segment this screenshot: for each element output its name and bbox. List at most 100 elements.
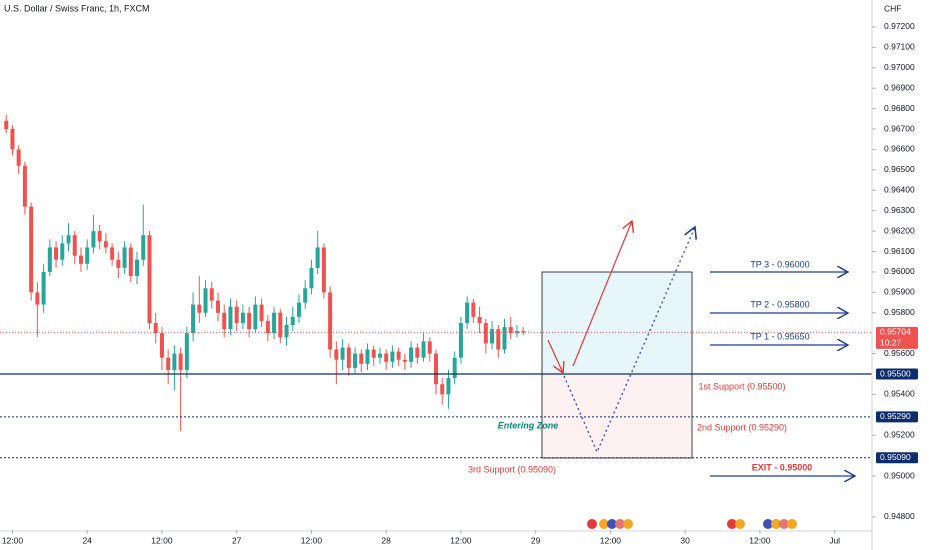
candle-body <box>353 353 358 368</box>
y-tick-label: 0.95800 <box>884 307 915 317</box>
candle-body <box>247 312 252 330</box>
y-tick-label: 0.95900 <box>884 287 915 297</box>
annotation: 1st Support (0.95500) <box>698 381 785 391</box>
candle-body <box>321 247 326 293</box>
plot <box>0 114 872 459</box>
x-tick-label: 12:00 <box>600 535 622 545</box>
x-tick-label: 12:00 <box>2 535 24 545</box>
y-tick-label: 0.96600 <box>884 144 915 154</box>
candle-body <box>365 349 370 364</box>
candle-body <box>278 312 283 338</box>
price-tag-label: 0.95500 <box>880 368 911 378</box>
x-tick-label: 27 <box>232 535 242 545</box>
price-tag-label: 0.95090 <box>880 452 911 462</box>
candle-body <box>178 353 183 370</box>
candle-body <box>228 306 233 330</box>
candle-body <box>458 322 463 358</box>
y-tick-label: 0.95600 <box>884 348 915 358</box>
x-tick-label: 30 <box>680 535 690 545</box>
y-tick-label: 0.96800 <box>884 103 915 113</box>
candle-body <box>502 327 507 350</box>
candle-body <box>328 292 333 350</box>
candle-body <box>203 288 208 313</box>
candle-body <box>477 316 482 323</box>
x-tick-label: Jul <box>829 535 840 545</box>
x-tick-label: 12:00 <box>151 535 173 545</box>
candle-body <box>35 292 40 305</box>
candle-body <box>97 231 102 242</box>
candle-body <box>521 331 526 333</box>
y-tick-label: 0.94800 <box>884 511 915 521</box>
candle-body <box>371 349 376 358</box>
currency-label: CHF <box>884 3 901 13</box>
y-tick-label: 0.95400 <box>884 389 915 399</box>
y-tick-label: 0.96400 <box>884 185 915 195</box>
candle-body <box>465 302 470 323</box>
price-tag-time: 10:27 <box>880 338 902 348</box>
candle-body <box>409 347 414 362</box>
target-zone <box>541 271 693 375</box>
candle-body <box>490 329 495 344</box>
entry-zone <box>541 373 693 459</box>
candle-body <box>47 247 52 272</box>
candle-body <box>340 347 345 360</box>
candle-body <box>222 312 227 330</box>
x-tick-label: 12:00 <box>450 535 472 545</box>
candle-body <box>359 353 364 364</box>
y-tick-label: 0.97000 <box>884 62 915 72</box>
candle-body <box>60 243 65 260</box>
zones <box>541 271 693 459</box>
x-tick-label: 12:00 <box>749 535 771 545</box>
candle-body <box>54 247 59 260</box>
candle-body <box>153 322 158 334</box>
annotation: 2nd Support (0.95290) <box>697 422 787 432</box>
price-tag <box>876 411 918 423</box>
annotation: 3rd Support (0.95090) <box>468 464 556 474</box>
candle-body <box>290 316 295 326</box>
candle-body <box>22 165 27 207</box>
candle-body <box>16 149 21 166</box>
candle-body <box>191 304 196 334</box>
candle-body <box>508 327 513 334</box>
x-tick-label: 24 <box>82 535 92 545</box>
y-tick-label: 0.96700 <box>884 123 915 133</box>
candle-body <box>110 247 115 260</box>
candle-body <box>216 300 220 313</box>
candle-body <box>103 241 108 248</box>
candle-body <box>184 333 189 370</box>
candle-body <box>147 235 152 323</box>
candle-body <box>141 235 146 260</box>
arrow <box>572 221 632 367</box>
candle-body <box>296 302 301 317</box>
candle-body <box>41 271 46 305</box>
drawings: TP 3 - 0.96000 TP 2 - 0.95800 TP 1 - 0.9… <box>4 3 901 476</box>
candle-body <box>91 231 96 248</box>
y-tick-label: 0.97100 <box>884 42 915 52</box>
y-tick-label: 0.96000 <box>884 266 915 276</box>
candle-body <box>4 120 9 130</box>
candle-body <box>78 255 83 264</box>
y-tick-label: 0.96100 <box>884 246 915 256</box>
candle-body <box>209 288 214 301</box>
annotation: Entering Zone <box>498 420 559 430</box>
candle-body <box>415 347 420 358</box>
y-tick-label: 0.97200 <box>884 21 915 31</box>
candle-body <box>234 306 239 323</box>
candle-body <box>159 333 164 358</box>
y-tick-label: 0.96500 <box>884 164 915 174</box>
candle-body <box>396 351 401 360</box>
candle-body <box>334 349 339 360</box>
price-tag <box>876 326 918 349</box>
y-tick-label: 0.95200 <box>884 430 915 440</box>
candle-body <box>253 304 258 330</box>
candle-body <box>402 359 407 362</box>
candle-body <box>303 288 308 303</box>
candle-body <box>128 247 133 277</box>
candle-body <box>10 129 15 150</box>
candle-body <box>265 320 270 334</box>
candle-body <box>377 353 382 358</box>
candle-body <box>440 384 445 395</box>
candle-body <box>135 259 140 277</box>
candle-body <box>166 357 171 370</box>
